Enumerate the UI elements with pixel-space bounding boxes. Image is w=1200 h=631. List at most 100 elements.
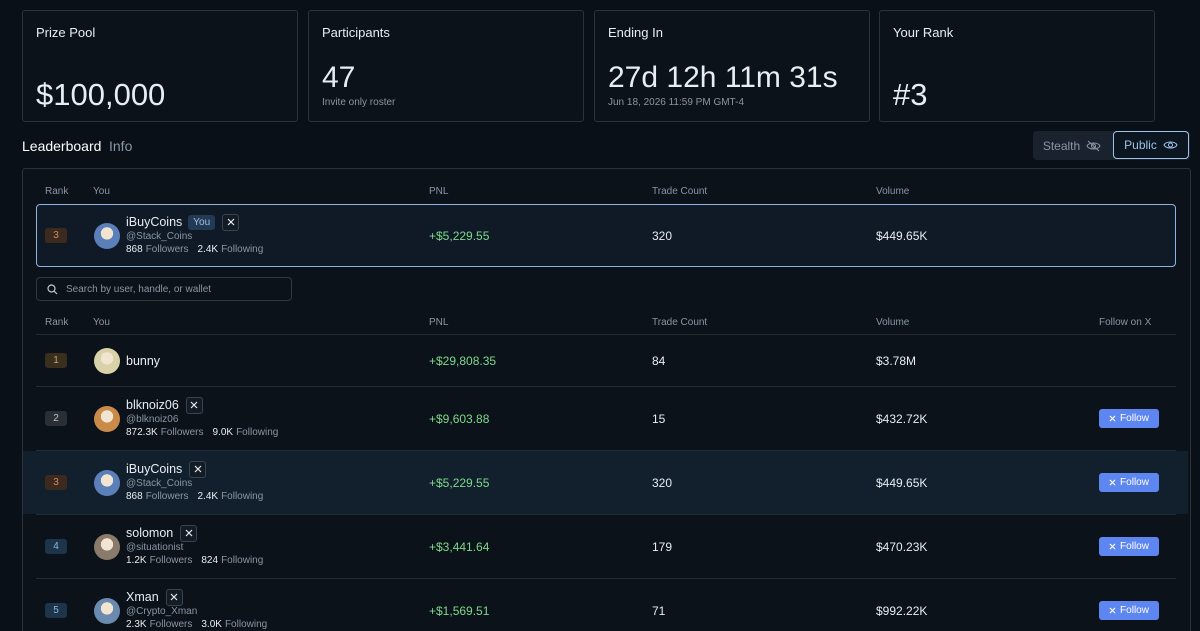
stat-label: Participants <box>322 25 390 40</box>
toggle-stealth[interactable]: Stealth <box>1034 132 1110 159</box>
toggle-public[interactable]: Public <box>1113 131 1189 159</box>
follow-stats: 2.3K Followers 3.0K Following <box>126 619 267 630</box>
follow-button[interactable]: Follow <box>1099 536 1159 556</box>
pnl: +$1,569.51 <box>429 603 490 618</box>
volume: $432.72K <box>876 411 928 426</box>
followers-count: 2.3K <box>126 618 147 630</box>
column-header: PNL <box>429 317 449 328</box>
column-header: You <box>93 186 110 197</box>
follow-button[interactable]: Follow <box>1099 600 1159 620</box>
trade-count: 71 <box>652 603 666 618</box>
followers-count: 868 <box>126 490 143 502</box>
user-name[interactable]: solomon <box>126 526 174 540</box>
followers-label: Followers <box>145 243 189 255</box>
stat-value: 27d 12h 11m 31s <box>608 61 838 94</box>
trade-count: 84 <box>652 353 666 368</box>
x-icon[interactable] <box>189 460 207 478</box>
follow-stats: 872.3K Followers 9.0K Following <box>126 427 278 438</box>
rank-badge: 4 <box>45 538 67 554</box>
x-icon[interactable] <box>165 588 183 606</box>
you-badge: You <box>188 214 216 230</box>
following-label: Following <box>221 243 264 255</box>
pnl: +$5,229.55 <box>429 475 490 490</box>
avatar <box>94 347 120 374</box>
column-header: Rank <box>45 186 69 197</box>
stat-card: Your Rank #3 <box>879 10 1155 122</box>
followers-label: Followers <box>149 554 193 566</box>
column-header: Volume <box>876 317 910 328</box>
x-icon[interactable] <box>180 524 198 542</box>
stat-card: Participants 47 Invite only roster <box>308 10 584 122</box>
stat-card: Prize Pool $100,000 <box>22 10 298 122</box>
rank-badge: 3 <box>45 474 67 490</box>
stat-label: Prize Pool <box>36 25 96 40</box>
column-header: PNL <box>429 186 449 197</box>
following-label: Following <box>236 426 279 438</box>
name-line: iBuyCoins You <box>126 213 240 231</box>
tab[interactable]: Info <box>109 138 133 154</box>
row-divider <box>36 386 1176 387</box>
following-label: Following <box>224 618 268 630</box>
pnl: +$3,441.64 <box>429 539 490 554</box>
user-name[interactable]: iBuyCoins <box>126 462 183 476</box>
toggle-label: Stealth <box>1042 138 1081 153</box>
pnl: +$29,808.35 <box>429 353 497 368</box>
volume: $992.22K <box>876 603 928 618</box>
column-header: Volume <box>876 186 910 197</box>
column-header: You <box>93 317 110 328</box>
following-label: Following <box>221 554 264 566</box>
avatar <box>94 597 120 624</box>
trade-count: 320 <box>652 475 673 490</box>
avatar <box>94 533 120 560</box>
stat-value: 47 <box>322 61 356 94</box>
follow-button[interactable]: Follow <box>1099 408 1159 428</box>
tab-active[interactable]: Leaderboard <box>22 138 102 154</box>
visibility-toggle: Stealth Public <box>1033 131 1190 160</box>
follow-label: Follow <box>1120 476 1149 488</box>
avatar <box>94 222 120 249</box>
following-count: 2.4K <box>197 243 219 255</box>
stat-sub: Invite only roster <box>322 97 396 108</box>
pnl: +$5,229.55 <box>429 228 490 243</box>
rank-badge: 3 <box>45 227 67 243</box>
search-placeholder: Search by user, handle, or wallet <box>66 283 212 295</box>
user-name[interactable]: bunny <box>126 354 161 368</box>
x-icon[interactable] <box>222 213 240 231</box>
rank-badge: 5 <box>45 602 67 618</box>
follow-button[interactable]: Follow <box>1099 472 1159 492</box>
stat-value: #3 <box>893 77 928 112</box>
name-line: bunny <box>126 353 160 370</box>
trade-count: 320 <box>652 228 673 243</box>
following-count: 3.0K <box>201 618 222 630</box>
following-count: 824 <box>201 554 219 566</box>
user-name[interactable]: iBuyCoins <box>126 215 183 229</box>
row-divider <box>36 514 1176 515</box>
column-header: Rank <box>45 317 69 328</box>
trade-count: 15 <box>652 411 666 426</box>
stat-sub: Jun 18, 2026 11:59 PM GMT-4 <box>608 97 745 108</box>
user-handle: @Stack_Coins <box>126 477 193 489</box>
followers-count: 868 <box>126 243 143 255</box>
user-name[interactable]: Xman <box>126 590 159 604</box>
following-count: 9.0K <box>212 426 234 438</box>
name-line: Xman <box>126 588 183 606</box>
user-name[interactable]: blknoiz06 <box>126 398 179 412</box>
trade-count: 179 <box>652 539 673 554</box>
user-handle: @Crypto_Xman <box>126 605 198 617</box>
volume: $3.78M <box>876 353 917 368</box>
column-header: Trade Count <box>652 186 708 197</box>
follow-label: Follow <box>1120 412 1149 424</box>
row-divider <box>36 450 1176 451</box>
pnl: +$9,603.88 <box>429 411 490 426</box>
row-highlight <box>23 451 1188 514</box>
toggle-label: Public <box>1124 138 1157 152</box>
follow-stats: 868 Followers 2.4K Following <box>126 244 263 255</box>
name-line: solomon <box>126 524 198 542</box>
user-handle: @Stack_Coins <box>126 230 193 242</box>
stat-value: $100,000 <box>36 77 166 112</box>
stat-label: Your Rank <box>893 25 954 40</box>
search-box[interactable]: Search by user, handle, or wallet <box>36 277 292 301</box>
x-icon[interactable] <box>185 396 203 414</box>
following-count: 2.4K <box>197 490 219 502</box>
